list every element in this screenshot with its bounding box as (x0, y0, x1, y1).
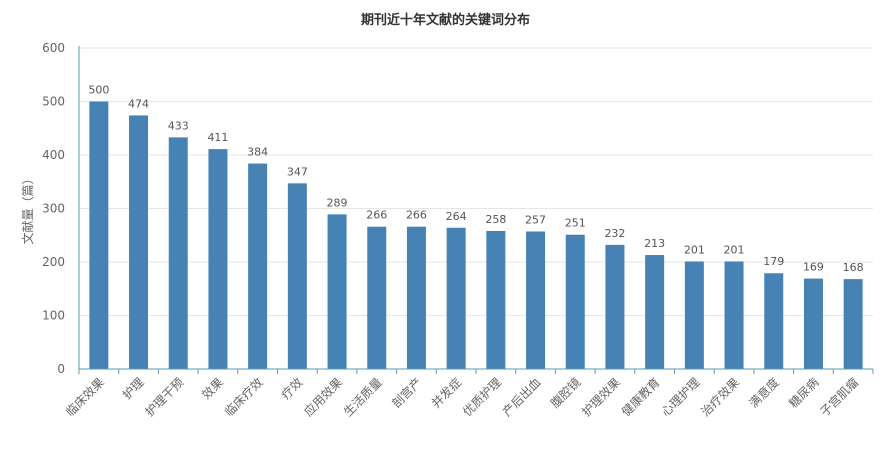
data-label: 251 (565, 217, 586, 230)
data-label: 411 (207, 131, 228, 144)
data-label: 201 (724, 243, 745, 256)
category-label: 子宫肌瘤 (817, 375, 862, 420)
bar (803, 278, 823, 369)
bar (208, 149, 228, 369)
bar (367, 226, 387, 369)
bar (89, 101, 109, 369)
category-label: 健康教育 (618, 375, 663, 420)
category-label: 护理干预 (143, 375, 187, 419)
y-tick-label: 0 (57, 362, 65, 376)
bar (764, 273, 784, 369)
bar (565, 234, 585, 369)
y-tick-label: 500 (42, 95, 65, 109)
data-label: 266 (406, 209, 427, 222)
bar (129, 115, 149, 369)
category-label: 护理 (120, 375, 147, 402)
chart-title: 期刊近十年文献的关键词分布 (360, 13, 530, 28)
category-label: 疗效 (278, 375, 306, 403)
bar (486, 230, 506, 369)
bar (248, 163, 268, 369)
category-label: 治疗效果 (698, 375, 743, 420)
axes (78, 46, 874, 374)
data-label: 474 (128, 97, 149, 110)
category-label: 临床效果 (62, 375, 107, 420)
category-label: 效果 (198, 375, 226, 403)
data-label: 201 (684, 243, 705, 256)
bar (168, 137, 188, 369)
bar (526, 231, 546, 369)
category-label: 并发症 (428, 375, 464, 411)
y-axis-title: 文献量（篇） (20, 172, 35, 244)
data-label: 179 (763, 255, 784, 268)
category-label: 腹腔镜 (547, 375, 583, 411)
category-label: 优质护理 (460, 375, 504, 419)
y-tick-label: 200 (42, 255, 65, 269)
bar (327, 214, 347, 369)
bar (605, 244, 625, 369)
bars (89, 101, 863, 369)
bar (287, 183, 307, 369)
gridlines (79, 47, 873, 316)
y-tick-label: 400 (42, 148, 65, 162)
category-label: 糖尿病 (785, 375, 821, 411)
category-label: 产后出血 (500, 375, 544, 419)
category-label: 心理护理 (659, 375, 703, 419)
data-label: 347 (287, 165, 308, 178)
data-label: 433 (168, 119, 189, 132)
category-label: 满意度 (746, 375, 782, 411)
bar (843, 279, 863, 369)
category-label: 临床疗效 (221, 375, 266, 420)
data-label: 500 (88, 84, 109, 97)
data-label: 264 (446, 210, 467, 223)
data-label: 168 (843, 261, 864, 274)
y-tick-label: 600 (42, 41, 65, 55)
bar (645, 255, 665, 369)
data-label: 289 (327, 196, 348, 209)
data-label: 169 (803, 261, 824, 274)
category-label: 生活质量 (341, 375, 385, 419)
category-label: 应用效果 (301, 375, 346, 420)
bar (406, 226, 426, 369)
y-tick-label: 300 (42, 202, 65, 216)
y-tick-label: 100 (42, 309, 65, 323)
bar (446, 227, 466, 369)
data-label: 384 (247, 146, 268, 159)
data-label: 257 (525, 214, 546, 227)
data-label: 266 (366, 209, 387, 222)
data-label: 232 (604, 227, 625, 240)
category-label: 护理效果 (579, 375, 624, 420)
bar (724, 261, 744, 369)
bar (684, 261, 704, 369)
data-label: 213 (644, 237, 665, 250)
data-label: 258 (485, 213, 506, 226)
category-label: 剖宫产 (388, 375, 424, 411)
